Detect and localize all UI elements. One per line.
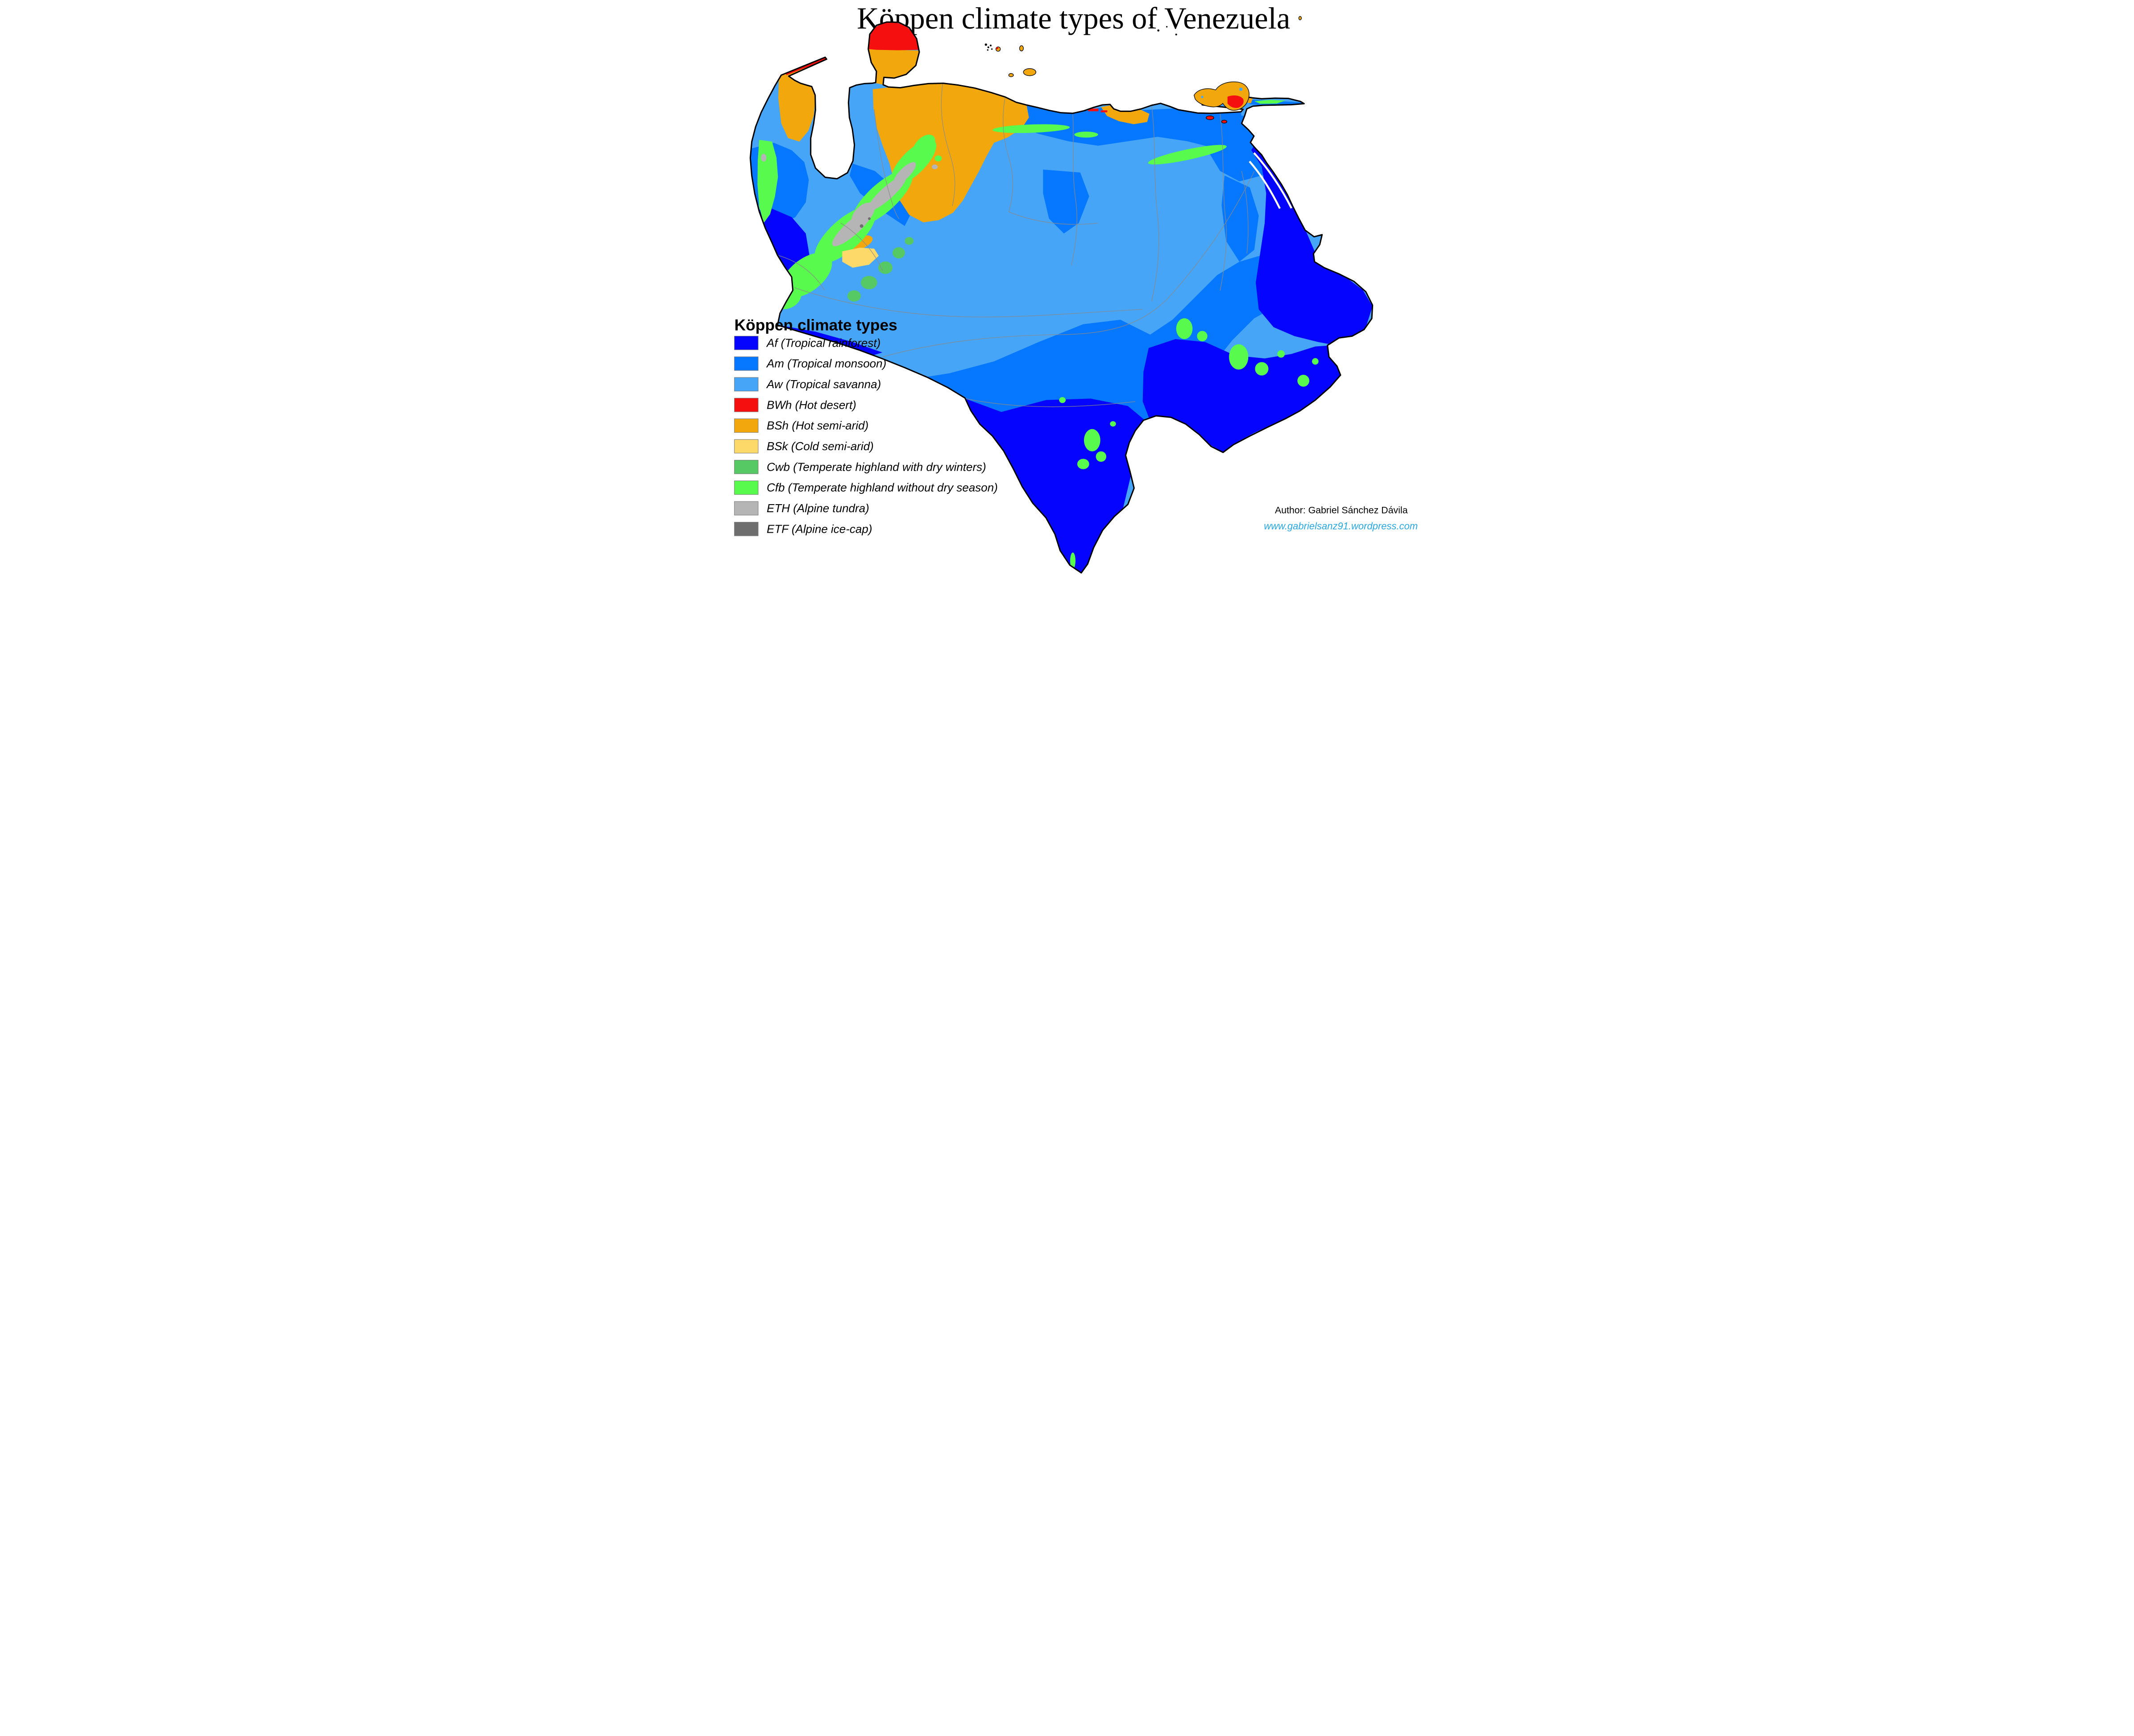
- credit-block: Author: Gabriel Sánchez Dávila www.gabri…: [1264, 505, 1418, 532]
- legend-swatch-cfb: [734, 481, 759, 495]
- legend-label-bsk: BSk (Cold semi-arid): [767, 439, 874, 453]
- legend-item-bsh: BSh (Hot semi-arid): [734, 418, 868, 433]
- legend-swatch-etf: [734, 522, 759, 536]
- legend-label-af: Af (Tropical rainforest): [766, 336, 880, 349]
- map-canvas: Köppen climate types of Venezuela: [734, 1, 1418, 574]
- far-east-islet: [1298, 16, 1302, 21]
- legend-item-cwb: Cwb (Temperate highland with dry winters…: [734, 460, 986, 474]
- legend-label-cfb: Cfb (Temperate highland without dry seas…: [767, 481, 998, 494]
- legend-swatch-af: [734, 336, 759, 350]
- legend-item-aw: Aw (Tropical savanna): [734, 377, 881, 392]
- legend-label-aw: Aw (Tropical savanna): [766, 377, 881, 391]
- legend-swatch-bwh: [734, 398, 759, 412]
- cubagua-island: [1221, 120, 1227, 124]
- caribbean-islands: [984, 16, 1302, 124]
- legend-item-bsk: BSk (Cold semi-arid): [734, 439, 874, 454]
- state-boundaries: [777, 83, 1255, 407]
- legend-swatch-cwb: [734, 460, 759, 474]
- legend-label-cwb: Cwb (Temperate highland with dry winters…: [767, 460, 986, 473]
- legend-swatch-eth: [734, 501, 759, 516]
- region-eth-alpine-tundra: [761, 153, 938, 246]
- delta-river-channels: [1249, 152, 1292, 209]
- page-title: Köppen climate types of Venezuela: [857, 1, 1290, 35]
- la-orchila-island: [996, 46, 1001, 52]
- coche-island: [1205, 116, 1214, 120]
- legend: Köppen climate types Af (Tropical rainfo…: [734, 317, 998, 536]
- koppen-map-page: Köppen climate types of Venezuela: [711, 0, 1423, 579]
- legend-label-bsh: BSh (Hot semi-arid): [767, 419, 868, 432]
- legend-label-eth: ETH (Alpine tundra): [767, 501, 869, 515]
- region-bsk-cold-semi-arid: [842, 248, 879, 268]
- margarita-island: [1193, 81, 1250, 111]
- tortuga-islet: [1008, 73, 1014, 77]
- los-roques-islets: [984, 24, 1177, 51]
- la-blanquilla-island: [1019, 45, 1024, 51]
- legend-swatch-bsk: [734, 439, 759, 454]
- legend-item-cfb: Cfb (Temperate highland without dry seas…: [734, 481, 998, 495]
- credit-author: Author: Gabriel Sánchez Dávila: [1275, 505, 1408, 516]
- region-etf-alpine-ice-cap: [859, 217, 871, 228]
- legend-heading: Köppen climate types: [735, 317, 897, 334]
- legend-swatch-am: [734, 356, 759, 371]
- legend-swatch-aw: [734, 377, 759, 392]
- credit-website-link[interactable]: www.gabrielsanz91.wordpress.com: [1264, 521, 1418, 532]
- legend-swatch-bsh: [734, 418, 759, 433]
- legend-item-am: Am (Tropical monsoon): [734, 356, 886, 371]
- legend-label-am: Am (Tropical monsoon): [766, 357, 886, 370]
- country-outline: [749, 21, 1374, 574]
- legend-item-af: Af (Tropical rainforest): [734, 336, 880, 350]
- la-tortuga-island: [1023, 68, 1036, 76]
- legend-label-etf: ETF (Alpine ice-cap): [767, 522, 872, 535]
- legend-item-bwh: BWh (Hot desert): [734, 398, 856, 412]
- legend-item-etf: ETF (Alpine ice-cap): [734, 522, 872, 536]
- legend-item-eth: ETH (Alpine tundra): [734, 501, 869, 516]
- legend-label-bwh: BWh (Hot desert): [767, 398, 856, 411]
